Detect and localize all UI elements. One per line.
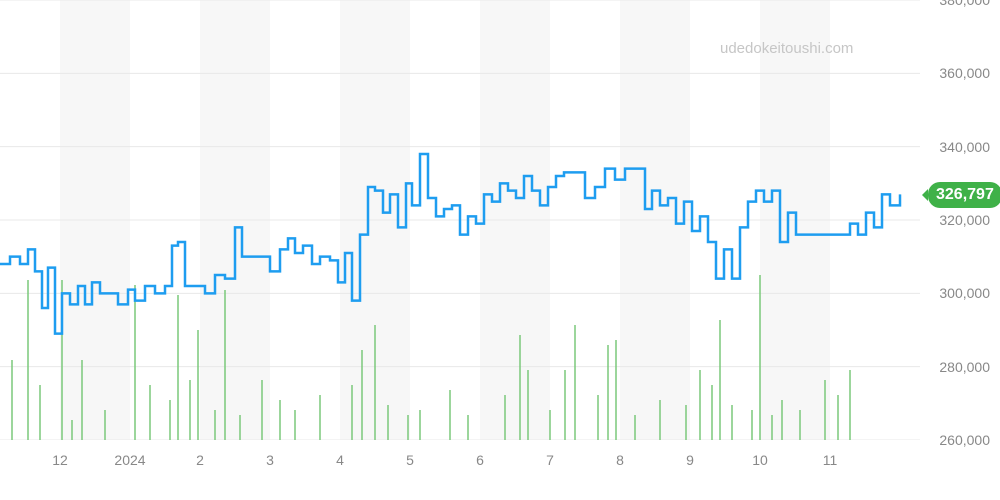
x-axis: 12 2024 2 3 4 5 6 7 8 9 10 11	[0, 440, 920, 500]
y-axis: 260,000280,000300,000320,000340,000360,0…	[920, 0, 1000, 440]
x-tick-label: 10	[752, 452, 768, 468]
y-tick-label: 260,000	[939, 432, 990, 448]
watermark: udedokeitoushi.com	[720, 40, 853, 57]
current-price-value: 326,797	[936, 186, 994, 203]
x-tick-label: 7	[546, 452, 554, 468]
y-tick-label: 360,000	[939, 65, 990, 81]
x-tick-label: 12	[52, 452, 68, 468]
plot-area: udedokeitoushi.com	[0, 0, 920, 440]
y-tick-label: 280,000	[939, 359, 990, 375]
x-tick-label: 9	[686, 452, 694, 468]
x-tick-label: 2	[196, 452, 204, 468]
y-tick-label: 300,000	[939, 285, 990, 301]
x-tick-label: 6	[476, 452, 484, 468]
x-tick-label: 11	[823, 452, 838, 468]
x-tick-label: 3	[266, 452, 274, 468]
price-chart: udedokeitoushi.com 260,000 280,000 300,000…	[0, 0, 1000, 500]
x-tick-label: 4	[336, 452, 344, 468]
chart-svg	[0, 0, 920, 440]
y-tick-label: 320,000	[939, 212, 990, 228]
x-tick-label: 8	[616, 452, 624, 468]
current-price-badge: 326,797	[928, 182, 1000, 208]
y-tick-label: 340,000	[939, 139, 990, 155]
y-tick-label: 380,000	[939, 0, 990, 8]
x-tick-label: 2024	[114, 452, 145, 468]
x-tick-label: 5	[406, 452, 414, 468]
